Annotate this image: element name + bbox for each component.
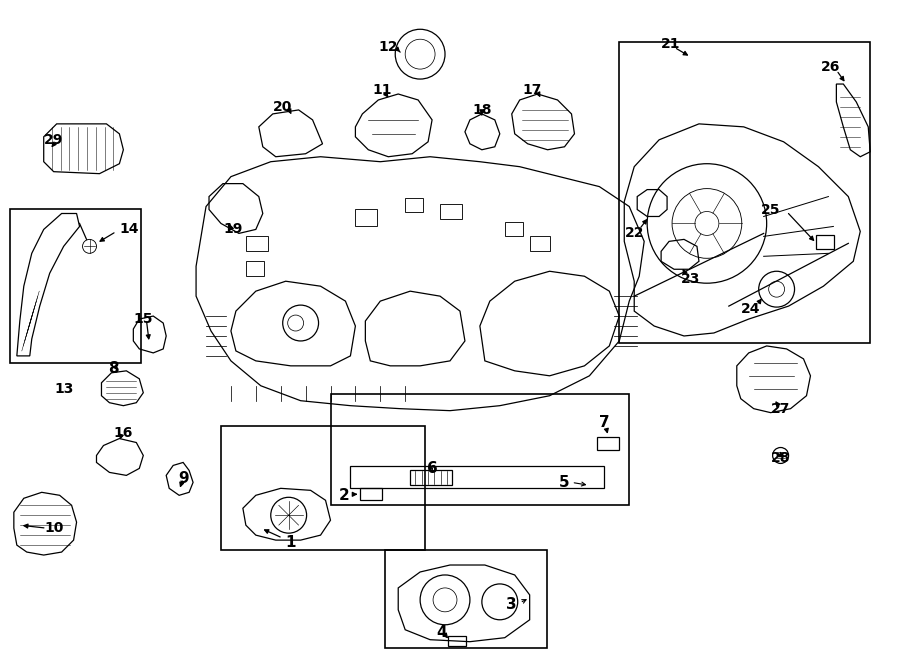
Bar (619, 42, 870, 343)
Text: 1: 1 (285, 535, 296, 549)
Bar (448, 636, 466, 646)
Text: 4: 4 (436, 625, 447, 641)
Text: 3: 3 (507, 598, 517, 612)
Bar (530, 237, 550, 251)
Text: 10: 10 (44, 521, 63, 535)
Bar (10, 208, 141, 363)
Bar (350, 467, 604, 488)
Text: 27: 27 (771, 402, 790, 416)
Text: 2: 2 (339, 488, 350, 503)
Text: 24: 24 (741, 302, 760, 316)
Text: 16: 16 (113, 426, 133, 440)
Bar (405, 198, 423, 212)
Text: 20: 20 (273, 100, 292, 114)
Bar (330, 394, 629, 505)
Text: 25: 25 (760, 202, 780, 217)
Text: 26: 26 (821, 60, 840, 74)
Text: 6: 6 (427, 461, 437, 476)
Text: 13: 13 (54, 382, 73, 396)
Text: 12: 12 (379, 40, 398, 54)
Text: 9: 9 (178, 471, 188, 486)
Text: 15: 15 (133, 312, 153, 326)
Bar (505, 223, 523, 237)
Bar (246, 261, 264, 276)
Text: 21: 21 (662, 37, 680, 51)
Bar (410, 471, 452, 485)
Text: 22: 22 (625, 227, 644, 241)
Bar (385, 550, 546, 648)
Text: 23: 23 (681, 272, 701, 286)
Bar (246, 237, 268, 251)
Bar (360, 488, 382, 500)
Text: 14: 14 (120, 223, 140, 237)
Bar (598, 436, 619, 451)
Bar (816, 235, 834, 249)
Text: 7: 7 (599, 415, 609, 430)
Text: 29: 29 (44, 133, 63, 147)
Bar (221, 426, 425, 550)
Text: 17: 17 (522, 83, 541, 97)
Text: 5: 5 (559, 475, 570, 490)
Bar (356, 208, 377, 227)
Text: 8: 8 (108, 362, 119, 376)
Text: 28: 28 (771, 451, 790, 465)
Bar (440, 204, 462, 219)
Text: 19: 19 (223, 223, 243, 237)
Text: 18: 18 (472, 103, 491, 117)
Text: 11: 11 (373, 83, 392, 97)
